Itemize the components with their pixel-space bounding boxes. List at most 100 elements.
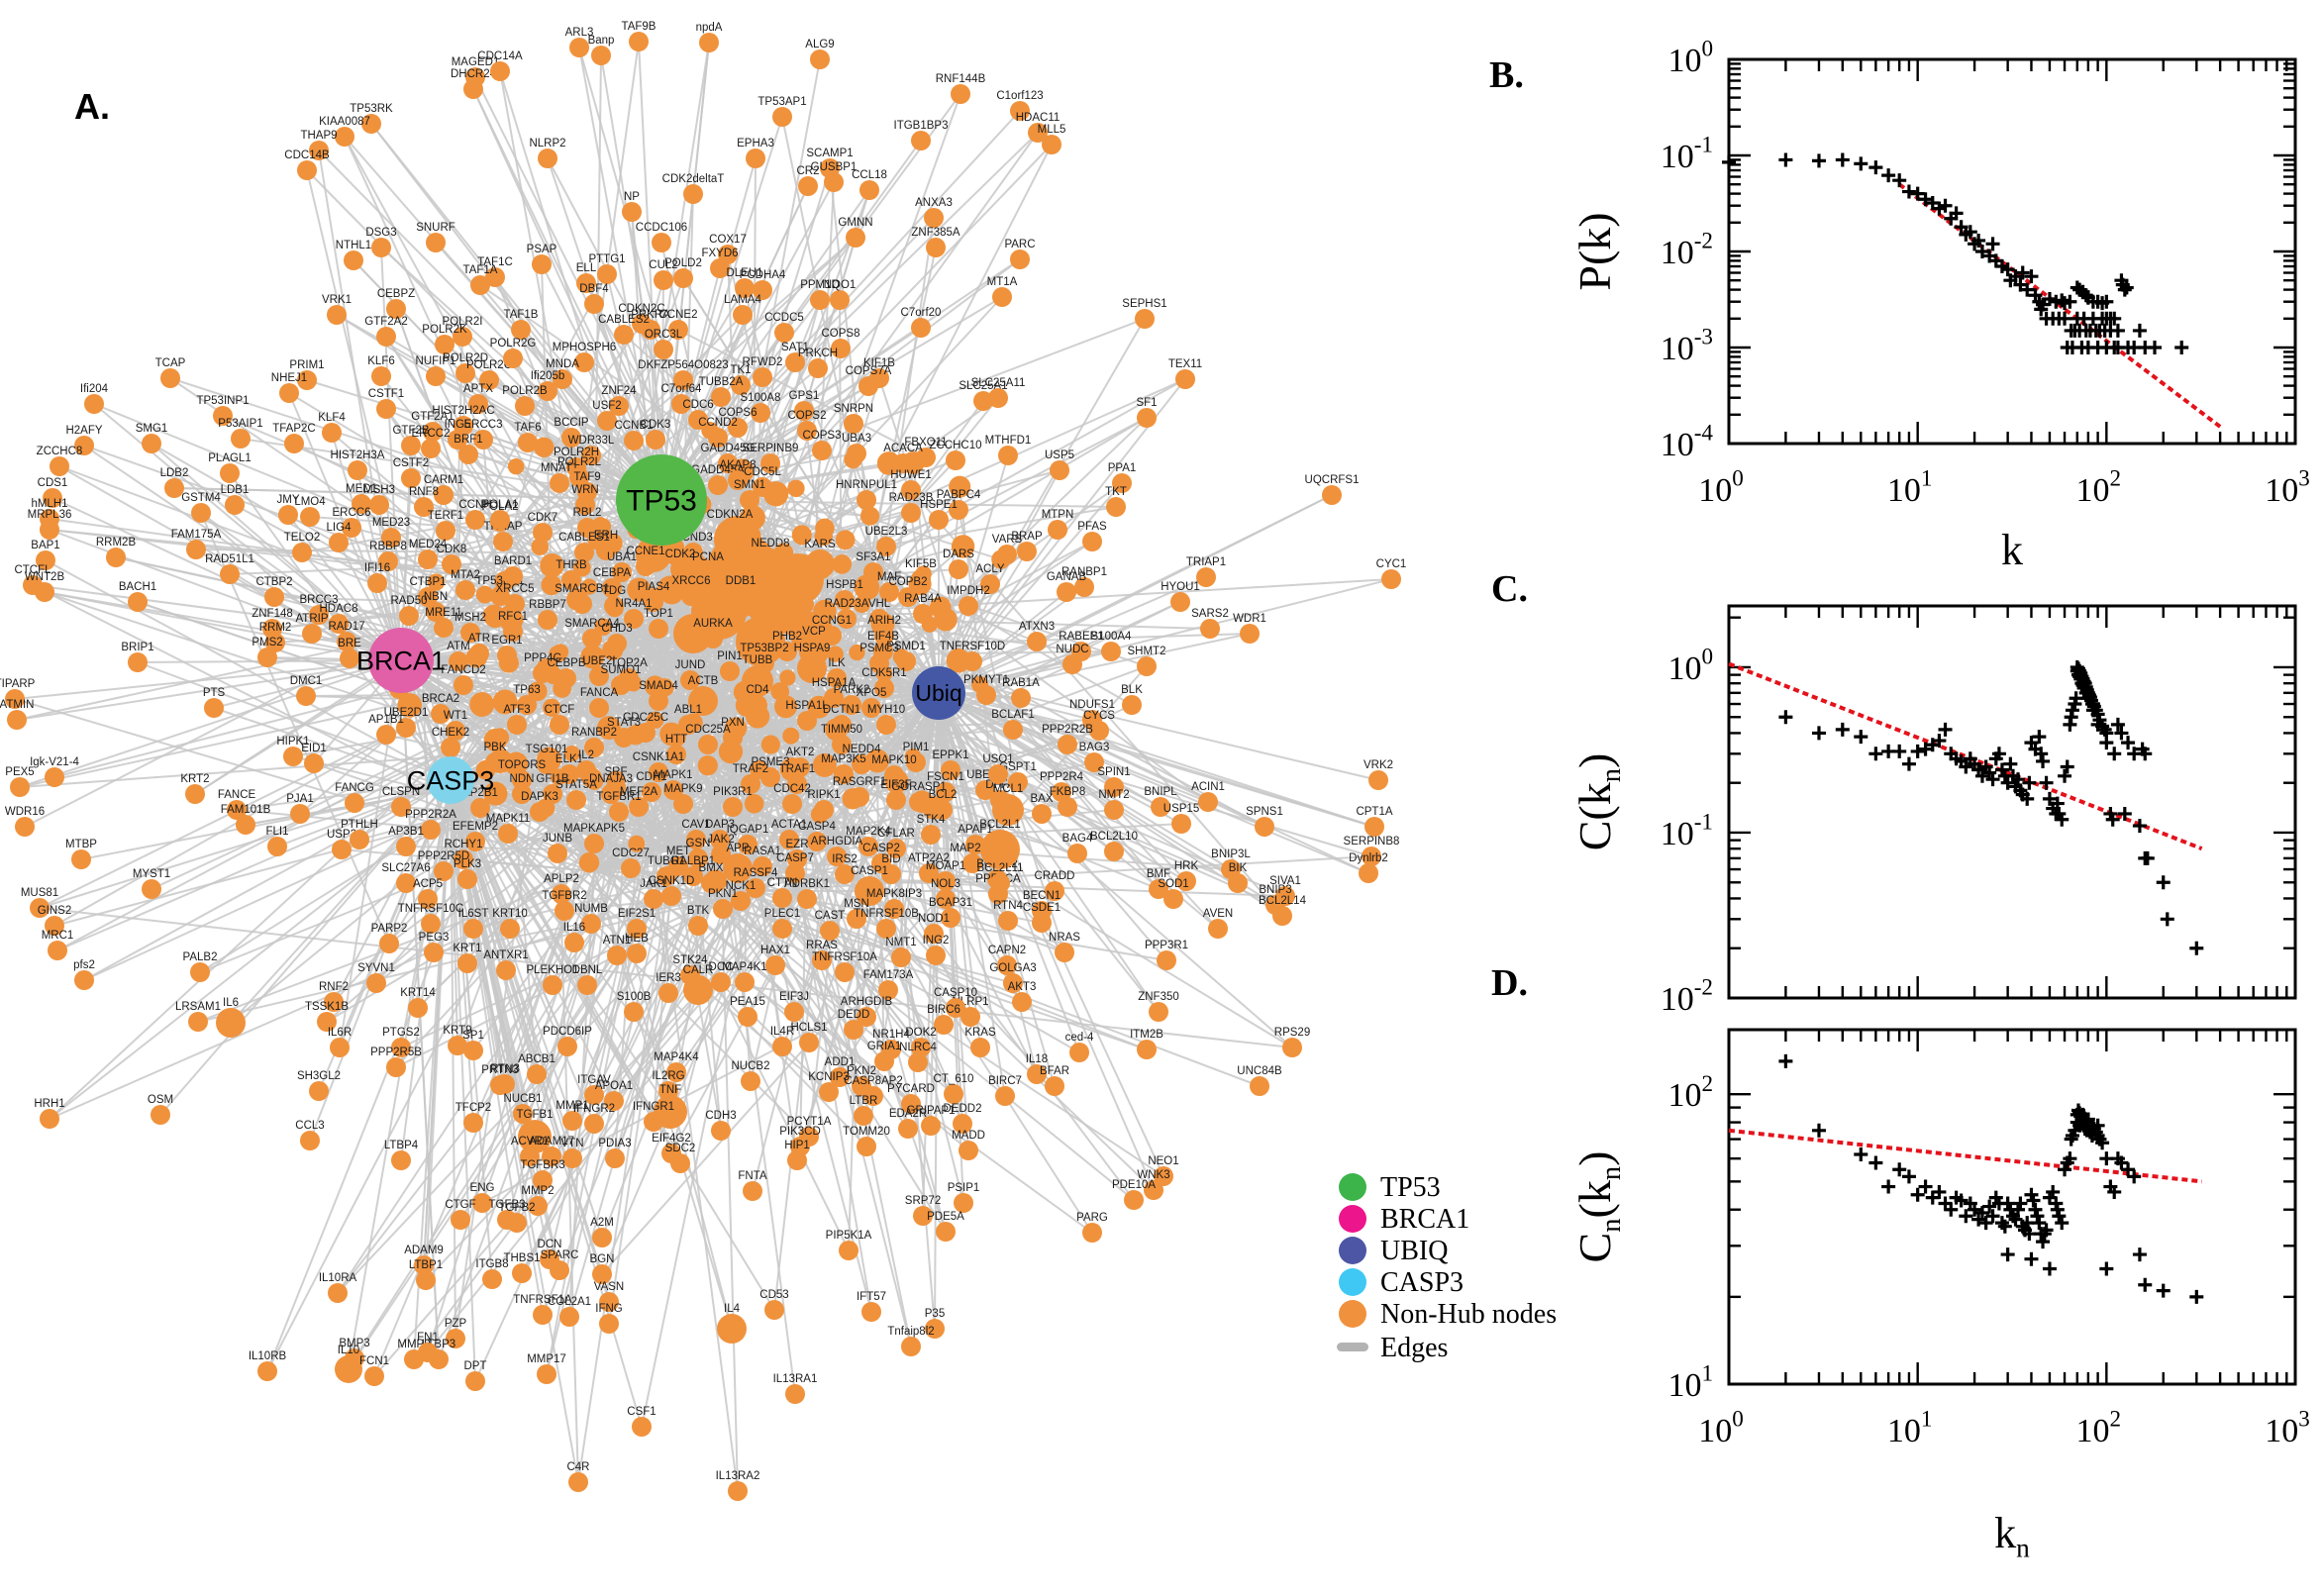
network-node-TAF1B [511, 320, 531, 340]
node-label: IL13RA2 [716, 1470, 760, 1482]
network-node-ACVR1 [520, 1147, 540, 1166]
node-label: PRKRA [631, 309, 670, 321]
network-filler-node [853, 596, 870, 614]
node-label: NMT2 [1098, 789, 1129, 801]
network-node-CDC25C [636, 723, 656, 743]
network-node-P53AIP1 [231, 429, 251, 449]
network-node-PARG [1082, 1223, 1102, 1243]
network-filler-node [865, 748, 889, 773]
node-label: CDKN2C [618, 303, 664, 315]
network-node-C1orf123 [1010, 101, 1030, 121]
network-node-WNT2B [35, 582, 54, 602]
network-node-IL4R [772, 1037, 792, 1056]
network-node-MYH10 [876, 715, 896, 735]
node-label: BCL2L11 [976, 862, 1023, 874]
network-node-ATP2A2 [919, 863, 939, 883]
node-label: TIMM50 [821, 724, 862, 736]
network-node-PSIP1 [954, 1193, 973, 1213]
network-node-JAK1 [644, 889, 663, 909]
network-node-PBK [485, 752, 505, 772]
network-node-FANCA [589, 698, 609, 718]
network-node-LDB2 [164, 478, 184, 498]
network-node-RRM2 [265, 633, 285, 652]
network-node-DPT [465, 1371, 485, 1391]
node-label: GUSBP1 [811, 161, 858, 173]
network-node-ATF3 [507, 715, 527, 735]
node-label: CDH1 [636, 771, 666, 783]
tick-label: 102 [1667, 1071, 1713, 1114]
network-node-HIP1 [787, 1150, 807, 1170]
plot-box-B [1727, 57, 2297, 446]
node-label: COPS7A [846, 365, 892, 377]
node-label: TKT [1105, 486, 1127, 498]
node-label: GPS1 [789, 390, 820, 402]
node-label: RRM2B [96, 537, 137, 549]
node-label: MYH10 [867, 704, 905, 716]
node-label: ACTA1 [771, 819, 807, 831]
node-label: CCDC5 [764, 312, 804, 324]
node-label: TAF1C [477, 256, 513, 268]
network-filler-node [781, 614, 804, 637]
node-label: IL10RB [249, 1350, 287, 1362]
node-label: CDC6 [682, 399, 713, 411]
network-node-C7orf64 [671, 394, 691, 414]
network-node-RNF8 [414, 497, 434, 517]
node-label: IFNG [595, 1303, 623, 1315]
node-label: POLR2L [557, 456, 602, 468]
network-node-FANCE [227, 800, 247, 820]
network-node-PSAP [532, 254, 552, 274]
network-node-CCNH [465, 510, 485, 530]
network-node-IL10RA [328, 1283, 348, 1303]
network-node-PALB2 [190, 962, 210, 982]
node-label: KRT9 [443, 1025, 471, 1037]
network-node-KRAS [970, 1038, 990, 1057]
node-label: ATRIP [295, 613, 328, 625]
node-label: DAP3 [705, 819, 735, 831]
network-node-Ifi205b [538, 381, 557, 401]
node-label: S100A4 [1091, 631, 1133, 643]
network-node-CTBP1 [418, 587, 438, 607]
network-node-SHMT2 [1137, 656, 1157, 676]
network-node-EIF3F [886, 790, 906, 810]
node-label: TFAP2C [272, 423, 315, 435]
network-node-IL6R [330, 1038, 350, 1057]
node-label: TRIAP1 [1186, 556, 1226, 568]
network-node-THRB [561, 570, 581, 590]
network-node-PCDHA4 [753, 280, 772, 300]
network-node-SNURF [426, 233, 446, 252]
node-label: DKFZP564O0823 [638, 359, 728, 371]
network-node-CASP7 [785, 863, 805, 883]
network-node-HSPA1A [824, 688, 844, 708]
node-label: ERCC6 [333, 507, 371, 519]
network-node-TGFBR3 [533, 1170, 553, 1190]
node-label: TNFRSF10B [854, 908, 919, 920]
node-label: NEDD8 [752, 538, 790, 549]
node-label: PARK2 [834, 684, 870, 696]
node-label: PCYT1A [787, 1116, 832, 1128]
node-label: POLR2B [502, 385, 548, 397]
network-node-BAG4 [1067, 844, 1087, 863]
network-node-PABPC4 [949, 500, 968, 520]
node-label: WRN [571, 484, 598, 496]
network-node-CYCS [1089, 721, 1109, 741]
node-label: HSPA9 [794, 643, 831, 654]
network-node-CAV1 [686, 830, 706, 849]
network-node-XRCC5 [505, 594, 525, 614]
node-label: ARHGDIB [841, 996, 893, 1008]
node-label: GADD45G [701, 443, 756, 454]
network-node-HIST2H3A [348, 460, 367, 480]
node-label: PLK3 [454, 858, 481, 870]
node-label: XRCC5 [496, 583, 535, 595]
network-node-MLL5 [1042, 135, 1061, 154]
network-node-CARM1 [434, 485, 454, 505]
network-node-NUMB [581, 914, 601, 934]
network-node-VARS [997, 545, 1017, 564]
network-node-RBL2 [577, 518, 597, 538]
network-node-CCL3 [300, 1131, 320, 1150]
node-label: EPPK1 [932, 749, 968, 761]
node-label: MUS81 [21, 887, 58, 899]
network-node-MAPK1 [663, 780, 683, 800]
node-label: KRT10 [492, 908, 528, 920]
network-node-PPA1 [1112, 473, 1132, 493]
